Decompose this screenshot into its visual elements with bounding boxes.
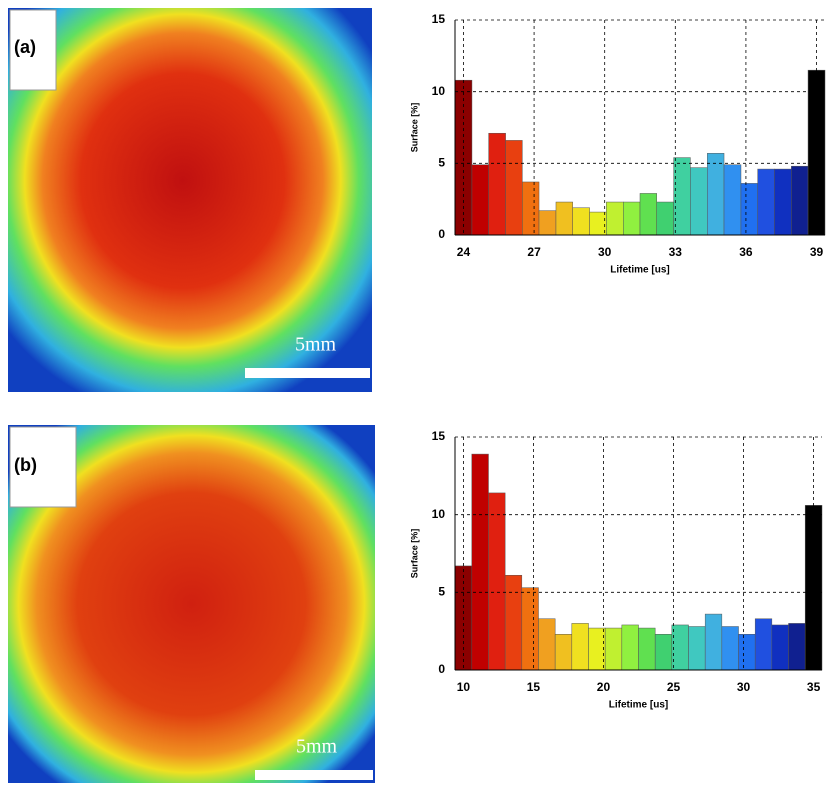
label-box xyxy=(9,426,77,508)
bar xyxy=(774,168,792,236)
bar xyxy=(673,157,691,236)
bar xyxy=(721,626,739,671)
y-tick-label: 5 xyxy=(438,585,445,599)
bar xyxy=(771,624,789,671)
x-tick-label: 30 xyxy=(598,245,612,259)
bar xyxy=(572,207,590,236)
bar xyxy=(738,634,756,671)
panel-label: (a) xyxy=(14,37,36,57)
bar xyxy=(791,165,809,236)
histogram: 0 5 10 15 10 15 20 25 30 35 Lifetime [us] Surface [… xyxy=(409,429,823,711)
bar xyxy=(638,627,656,671)
label-box xyxy=(9,9,57,91)
bar xyxy=(471,453,489,671)
x-tick-label: 25 xyxy=(667,680,681,694)
x-tick-label: 15 xyxy=(527,680,541,694)
x-tick-label: 35 xyxy=(807,680,821,694)
bar xyxy=(656,201,674,236)
bar xyxy=(589,211,607,236)
bar xyxy=(606,201,624,236)
image-b: (b) 5mm xyxy=(8,425,375,783)
bar xyxy=(604,627,623,671)
bar xyxy=(688,626,706,671)
histogram: 0 5 10 15 24 27 30 33 36 39 Lifetime [us] Surface [… xyxy=(409,12,826,276)
y-tick-label: 10 xyxy=(432,84,446,98)
panel-label: (b) xyxy=(14,455,37,475)
bar xyxy=(704,613,723,671)
scale-label: 5mm xyxy=(296,736,338,758)
bar xyxy=(571,623,589,671)
y-tick-label: 0 xyxy=(438,227,445,241)
y-tick-label: 0 xyxy=(438,662,445,676)
y-tick-label: 15 xyxy=(432,429,446,443)
bar xyxy=(723,164,742,236)
bar xyxy=(521,587,539,671)
bar xyxy=(707,153,725,236)
bar xyxy=(671,624,689,671)
bar xyxy=(471,164,489,236)
bar xyxy=(757,168,775,236)
y-tick-label: 10 xyxy=(432,507,446,521)
y-axis-label: Surface [%] xyxy=(409,103,419,153)
y-axis-label: Surface [%] xyxy=(409,529,419,579)
bar xyxy=(488,132,506,236)
bar xyxy=(740,183,758,236)
bar xyxy=(788,623,806,671)
bar xyxy=(522,181,540,236)
x-tick-label: 36 xyxy=(739,245,753,259)
bar xyxy=(588,627,606,671)
x-tick-label: 24 xyxy=(457,245,471,259)
bar xyxy=(538,618,556,671)
heatmap xyxy=(8,8,372,392)
bar xyxy=(754,618,773,671)
bar xyxy=(454,79,473,236)
bar xyxy=(555,201,573,236)
scale-label: 5mm xyxy=(295,334,337,356)
image-a: (a) 5mm xyxy=(8,8,372,392)
bar xyxy=(504,574,523,671)
bar xyxy=(654,634,673,671)
bar xyxy=(554,634,573,671)
y-tick-label: 15 xyxy=(432,12,446,26)
scale-bar xyxy=(255,770,373,780)
bar xyxy=(538,210,557,236)
x-tick-label: 10 xyxy=(457,680,471,694)
scale-bar xyxy=(245,368,370,378)
bar xyxy=(623,201,641,236)
x-axis-label: Lifetime [us] xyxy=(610,265,669,276)
x-tick-label: 39 xyxy=(810,245,824,259)
bar xyxy=(488,492,506,671)
bar xyxy=(621,624,639,671)
x-tick-label: 27 xyxy=(527,245,541,259)
y-tick-label: 5 xyxy=(438,156,445,170)
bar xyxy=(639,193,657,236)
bar xyxy=(505,140,523,236)
bar xyxy=(690,167,708,236)
x-axis-label: Lifetime [us] xyxy=(609,700,668,711)
x-tick-label: 33 xyxy=(669,245,683,259)
x-tick-label: 20 xyxy=(597,680,611,694)
x-tick-label: 30 xyxy=(737,680,751,694)
